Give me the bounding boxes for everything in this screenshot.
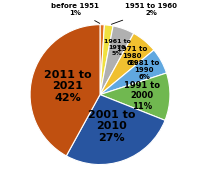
Wedge shape: [30, 25, 100, 156]
Text: 1961 to
1970
5%: 1961 to 1970 5%: [104, 39, 130, 56]
Text: 1951 to 1960
2%: 1951 to 1960 2%: [111, 3, 177, 24]
Wedge shape: [100, 25, 113, 95]
Wedge shape: [100, 26, 134, 95]
Text: before 1951
1%: before 1951 1%: [51, 3, 100, 23]
Wedge shape: [100, 50, 167, 95]
Text: 1991 to
2000
11%: 1991 to 2000 11%: [124, 81, 160, 111]
Text: 2011 to
2021
42%: 2011 to 2021 42%: [44, 70, 91, 103]
Wedge shape: [66, 95, 165, 165]
Wedge shape: [100, 73, 170, 120]
Wedge shape: [100, 33, 154, 95]
Text: 1981 to
1990
6%: 1981 to 1990 6%: [129, 60, 159, 80]
Text: 2001 to
2010
27%: 2001 to 2010 27%: [88, 110, 135, 143]
Text: 1971 to
1980
6%: 1971 to 1980 6%: [117, 46, 147, 66]
Wedge shape: [100, 25, 104, 95]
